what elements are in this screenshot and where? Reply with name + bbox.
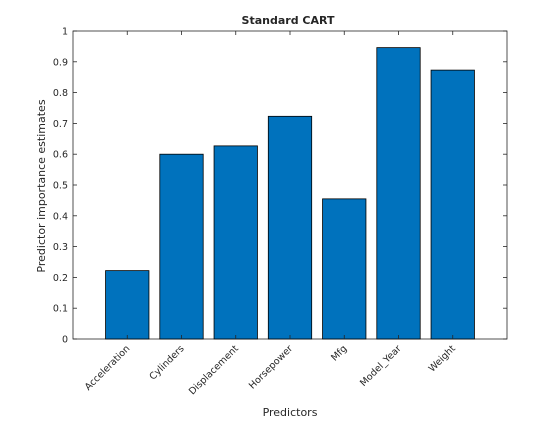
y-tick-label: 0.4 bbox=[53, 211, 68, 222]
x-axis-label: Predictors bbox=[263, 406, 318, 419]
y-tick-label: 0.6 bbox=[53, 150, 68, 161]
bar-horsepower bbox=[267, 115, 313, 340]
bar-model-year bbox=[376, 47, 421, 340]
x-tick-label: Displacement bbox=[187, 343, 241, 397]
bar-displacement bbox=[213, 145, 258, 340]
y-tick-label: 0.2 bbox=[53, 273, 68, 284]
y-tick-label: 1 bbox=[62, 27, 68, 38]
y-tick-label: 0.9 bbox=[53, 57, 68, 68]
y-tick-label: 0.3 bbox=[53, 242, 68, 253]
bar-cylinders bbox=[159, 153, 204, 340]
bar-mfg bbox=[322, 198, 367, 340]
plot-area: 0 0.1 0.2 0.3 0.4 0.5 0.6 0.7 0.8 0.9 1 Acceleratio… bbox=[53, 27, 508, 397]
y-tick-label: 0.5 bbox=[53, 181, 68, 192]
x-tick-label: Mfg bbox=[329, 343, 349, 363]
y-axis-label: Predictor importance estimates bbox=[35, 99, 48, 272]
y-tick-label: 0.1 bbox=[53, 304, 68, 315]
y-tick-label: 0.7 bbox=[53, 119, 68, 130]
x-tick-label: Model_Year bbox=[358, 343, 404, 389]
x-tick-label: Cylinders bbox=[148, 343, 187, 382]
y-tick-label: 0.8 bbox=[53, 88, 68, 99]
x-tick-label: Horsepower bbox=[247, 343, 295, 391]
x-tick-label: Acceleration bbox=[83, 343, 133, 393]
chart-title: Standard CART bbox=[242, 14, 335, 27]
y-tick-label: 0 bbox=[62, 335, 68, 346]
bar-weight bbox=[430, 69, 475, 340]
x-tick-label: Weight bbox=[427, 343, 458, 374]
bar-acceleration bbox=[105, 270, 150, 340]
